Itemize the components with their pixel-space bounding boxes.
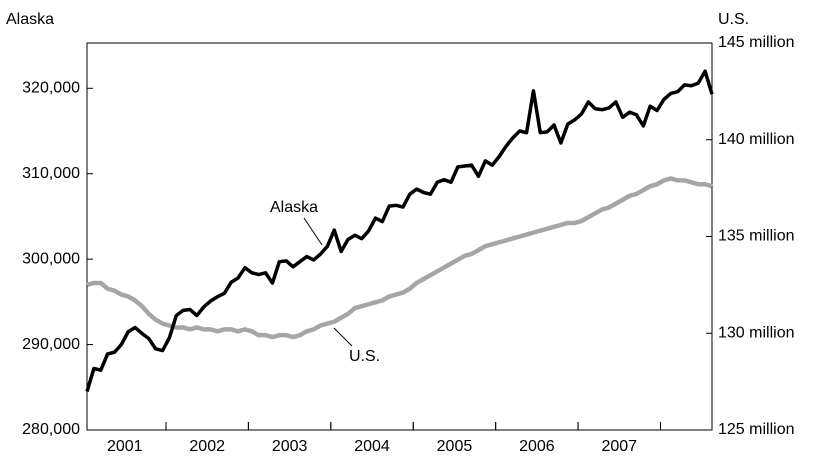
annotation-leader: [333, 327, 353, 347]
y2-tick-label: 125 million: [718, 421, 794, 438]
y2-tick-label: 135 million: [718, 228, 794, 245]
x-tick-label: 2005: [437, 438, 473, 455]
series-line: [85, 69, 714, 393]
y-tick-label: 290,000: [22, 336, 80, 353]
x-tick-label: 2002: [189, 438, 225, 455]
y2-tick-label: 145 million: [718, 34, 794, 51]
x-tick-label: 2006: [519, 438, 555, 455]
annotation-leader: [303, 217, 323, 246]
y2-axis-title: U.S.: [718, 11, 749, 28]
y2-tick-label: 130 million: [718, 324, 794, 341]
y-tick-label: 320,000: [22, 79, 80, 96]
y-axis-title: Alaska: [6, 11, 54, 28]
x-tick-label: 2007: [601, 438, 637, 455]
y-tick-label: 310,000: [22, 165, 80, 182]
x-tick-label: 2004: [354, 438, 390, 455]
annotation: Alaska: [270, 199, 318, 216]
series-line: [86, 176, 713, 340]
annotation: U.S.: [349, 348, 380, 365]
y2-tick-label: 140 million: [718, 131, 794, 148]
y-tick-label: 300,000: [22, 250, 80, 267]
y-tick-label: 280,000: [22, 421, 80, 438]
plot-frame: [86, 42, 713, 431]
x-tick-label: 2001: [107, 438, 143, 455]
x-tick-label: 2003: [272, 438, 308, 455]
